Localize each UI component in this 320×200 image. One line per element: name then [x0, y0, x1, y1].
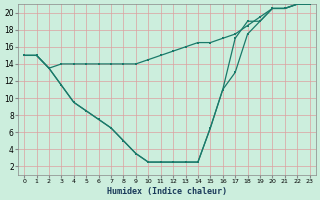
X-axis label: Humidex (Indice chaleur): Humidex (Indice chaleur)	[107, 187, 227, 196]
